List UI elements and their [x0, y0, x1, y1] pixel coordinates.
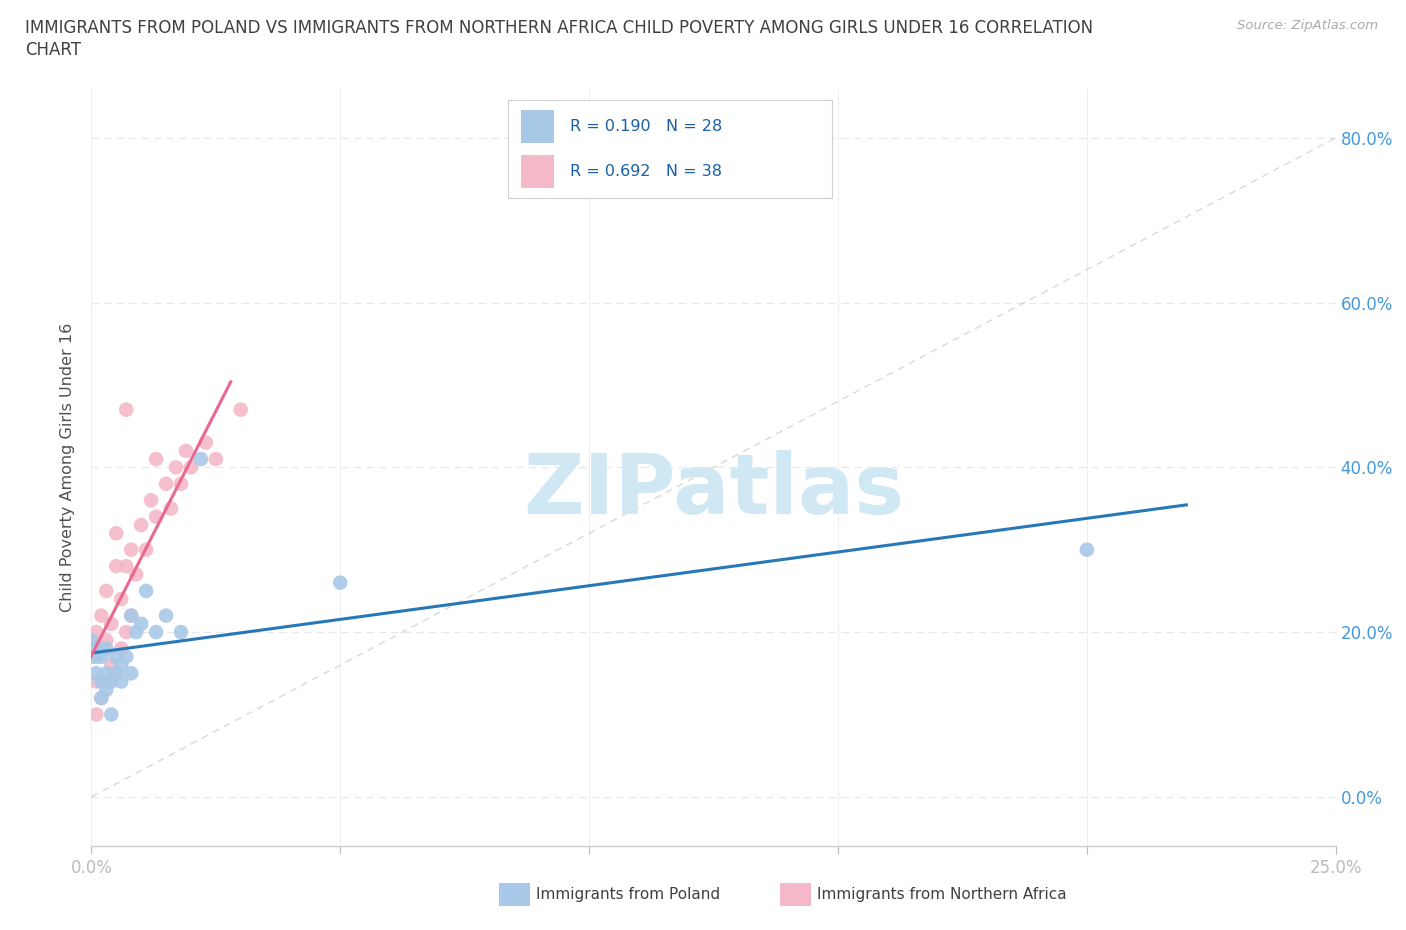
- Point: [105, 559, 128, 574]
- Point: [105, 525, 128, 540]
- Text: ZIPatlas: ZIPatlas: [523, 449, 904, 530]
- Point: [90, 674, 112, 689]
- Point: [190, 452, 212, 467]
- Point: [90, 649, 112, 664]
- Y-axis label: Child Poverty Among Girls Under 16: Child Poverty Among Girls Under 16: [59, 323, 75, 612]
- Point: [110, 658, 132, 672]
- Point: [129, 617, 152, 631]
- Point: [86, 666, 108, 681]
- Text: Immigrants from Poland: Immigrants from Poland: [536, 887, 720, 902]
- Point: [100, 617, 122, 631]
- Text: CHART: CHART: [25, 41, 82, 59]
- Point: [96, 674, 118, 689]
- Point: [80, 649, 103, 664]
- Point: [120, 608, 142, 623]
- Point: [145, 452, 167, 467]
- Point: [100, 707, 122, 722]
- Point: [180, 460, 202, 474]
- Point: [86, 674, 108, 689]
- Point: [165, 460, 187, 474]
- Point: [205, 452, 228, 467]
- Point: [229, 402, 252, 417]
- Point: [115, 559, 138, 574]
- Point: [155, 476, 177, 491]
- Point: [129, 518, 152, 533]
- Point: [329, 576, 352, 591]
- Point: [80, 633, 103, 648]
- Point: [86, 641, 108, 656]
- Point: [86, 625, 108, 640]
- Point: [96, 666, 118, 681]
- Point: [115, 402, 138, 417]
- Point: [170, 625, 193, 640]
- Point: [105, 666, 128, 681]
- Point: [139, 493, 162, 508]
- Point: [120, 666, 142, 681]
- Point: [120, 608, 142, 623]
- Point: [194, 435, 217, 450]
- Point: [86, 707, 108, 722]
- Point: [96, 641, 118, 656]
- Point: [96, 683, 118, 698]
- Point: [90, 608, 112, 623]
- Point: [96, 633, 118, 648]
- Text: IMMIGRANTS FROM POLAND VS IMMIGRANTS FROM NORTHERN AFRICA CHILD POVERTY AMONG GI: IMMIGRANTS FROM POLAND VS IMMIGRANTS FRO…: [25, 19, 1094, 36]
- Point: [174, 444, 197, 458]
- Point: [125, 625, 148, 640]
- Point: [115, 625, 138, 640]
- Point: [100, 658, 122, 672]
- Point: [90, 641, 112, 656]
- Point: [100, 674, 122, 689]
- Point: [96, 583, 118, 598]
- Point: [110, 674, 132, 689]
- Point: [120, 542, 142, 557]
- Point: [90, 691, 112, 706]
- Text: Immigrants from Northern Africa: Immigrants from Northern Africa: [817, 887, 1067, 902]
- Point: [170, 476, 193, 491]
- Point: [110, 641, 132, 656]
- Point: [115, 649, 138, 664]
- Point: [105, 666, 128, 681]
- Point: [155, 608, 177, 623]
- Point: [110, 591, 132, 606]
- Point: [86, 649, 108, 664]
- Point: [145, 625, 167, 640]
- Point: [1076, 542, 1098, 557]
- Point: [80, 633, 103, 648]
- Point: [135, 542, 157, 557]
- Point: [90, 691, 112, 706]
- Point: [125, 567, 148, 582]
- Point: [145, 510, 167, 525]
- Text: Source: ZipAtlas.com: Source: ZipAtlas.com: [1237, 19, 1378, 32]
- Point: [105, 649, 128, 664]
- Point: [160, 501, 183, 516]
- Point: [135, 583, 157, 598]
